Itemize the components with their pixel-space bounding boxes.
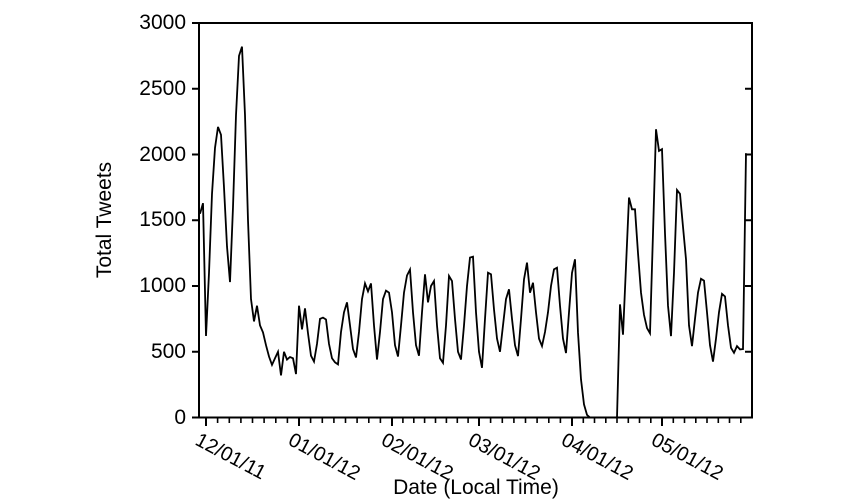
y-axis-title: Total Tweets (93, 161, 116, 279)
y-tick-label: 1000 (139, 274, 186, 297)
y-tick-label: 0 (174, 405, 186, 429)
y-tick-label: 2500 (139, 76, 186, 100)
y-tick-label: 1500 (139, 208, 186, 232)
y-tick-label: 2000 (139, 142, 186, 166)
tweets-series-line (199, 46, 747, 419)
x-axis-title: Date (Local Time) (393, 476, 559, 499)
y-tick-label: 500 (150, 339, 186, 363)
plot-area (198, 22, 753, 419)
y-tick-label: 3000 (139, 11, 186, 34)
